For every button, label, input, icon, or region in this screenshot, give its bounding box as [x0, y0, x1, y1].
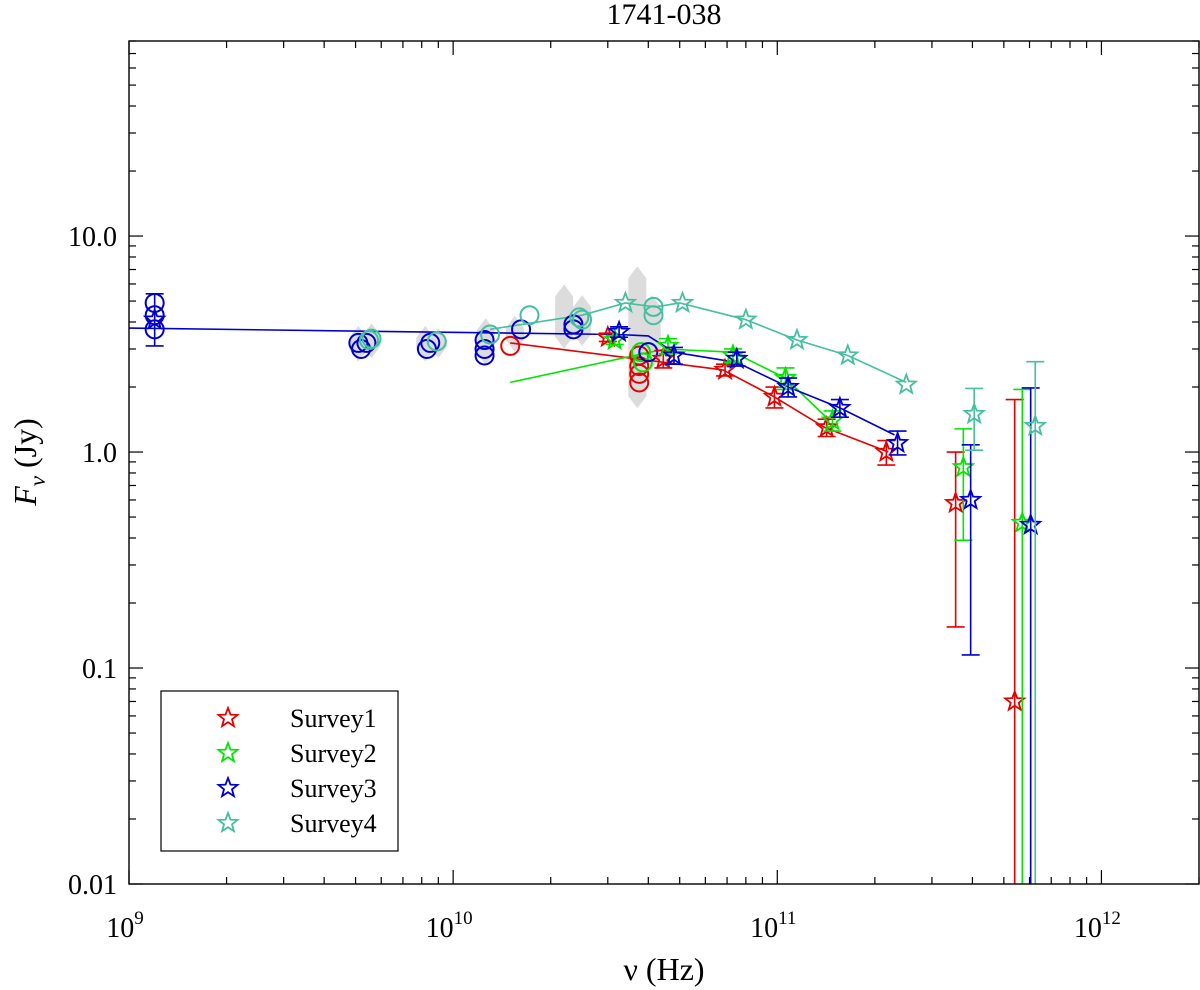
- data-circle-6: [358, 330, 379, 351]
- data-marks: [142, 290, 1048, 884]
- survey3-star-7: [958, 487, 983, 511]
- svg-text:Fν(Jy): Fν (Jy): [7, 418, 50, 507]
- survey3-star-3: [724, 346, 749, 370]
- survey4-star-2: [733, 307, 758, 330]
- x-tick-label: 1010: [426, 908, 473, 944]
- series-line-survey4: [489, 302, 907, 384]
- legend-star-survey1: [216, 705, 240, 729]
- y-tick-label: 10.0: [68, 222, 117, 253]
- survey1-star-1: [651, 346, 676, 370]
- data-circle-24: [629, 356, 650, 377]
- survey4-star-3: [784, 327, 809, 351]
- survey3-star-2: [661, 342, 686, 366]
- x-tick-label: 109: [106, 908, 144, 944]
- y-axis-label-sub: ν: [25, 475, 50, 486]
- survey3-star-0: [142, 307, 167, 330]
- data-circle-20: [569, 307, 590, 328]
- data-circle-10: [426, 331, 447, 352]
- survey4-star-4: [835, 342, 860, 366]
- survey3-star-5: [827, 395, 852, 419]
- y-tick-label: 1.0: [82, 438, 117, 469]
- survey4-star-1: [670, 290, 695, 314]
- survey3-star-6: [885, 430, 910, 454]
- data-circle-11: [474, 345, 495, 366]
- legend-star-survey3: [216, 775, 240, 799]
- y-axis-label: Fν (Jy): [7, 418, 50, 507]
- legend-label-survey4: Survey4: [290, 809, 377, 838]
- data-circle-26: [631, 342, 652, 363]
- x-tick-label: 1012: [1074, 908, 1121, 944]
- survey3-star-8: [1018, 512, 1043, 536]
- data-circle-22: [629, 372, 650, 393]
- data-circle-29: [643, 305, 664, 326]
- data-circle-15: [500, 335, 521, 356]
- x-tick-label: 1011: [750, 908, 796, 944]
- data-circle-28: [638, 342, 659, 363]
- data-circle-7: [361, 328, 382, 349]
- legend: Survey1 Survey2 Survey3 Survey4: [160, 690, 399, 852]
- y-axis-label-main: F: [7, 486, 43, 507]
- y-axis-label-unit: (Jy): [7, 418, 43, 468]
- survey4-star-6: [962, 401, 987, 425]
- x-axis-label: ν (Hz): [623, 951, 704, 987]
- data-circle-12: [474, 338, 495, 359]
- survey4-star-7: [1023, 413, 1048, 437]
- survey1-star-3: [762, 384, 787, 408]
- data-circle-27: [632, 352, 653, 373]
- data-circle-14: [480, 324, 501, 345]
- data-circle-21: [572, 309, 593, 330]
- legend-label-survey2: Survey2: [290, 739, 377, 768]
- data-circle-13: [474, 330, 495, 351]
- legend-box: [160, 690, 399, 852]
- data-circle-5: [356, 332, 377, 353]
- y-tick-label: 0.1: [82, 654, 117, 685]
- axis-ticks: 0.01 0.1 1.0 10.0 109 1010 1011 1012: [68, 40, 1200, 944]
- survey4-star-5: [894, 372, 919, 395]
- data-circle-30: [643, 296, 664, 317]
- survey1-star-5: [874, 439, 899, 463]
- data-circle-17: [519, 305, 540, 326]
- survey4-star-0: [613, 290, 638, 314]
- legend-label-survey3: Survey3: [290, 774, 377, 803]
- legend-star-survey4: [216, 810, 240, 834]
- legend-label-survey1: Survey1: [290, 704, 377, 733]
- y-tick-label: 0.01: [68, 870, 117, 901]
- survey2-star-1: [656, 333, 680, 357]
- legend-star-survey2: [216, 740, 240, 764]
- chart-title: 1741-038: [607, 0, 722, 31]
- survey3-star-1: [607, 319, 632, 343]
- survey3-star-4: [776, 374, 801, 398]
